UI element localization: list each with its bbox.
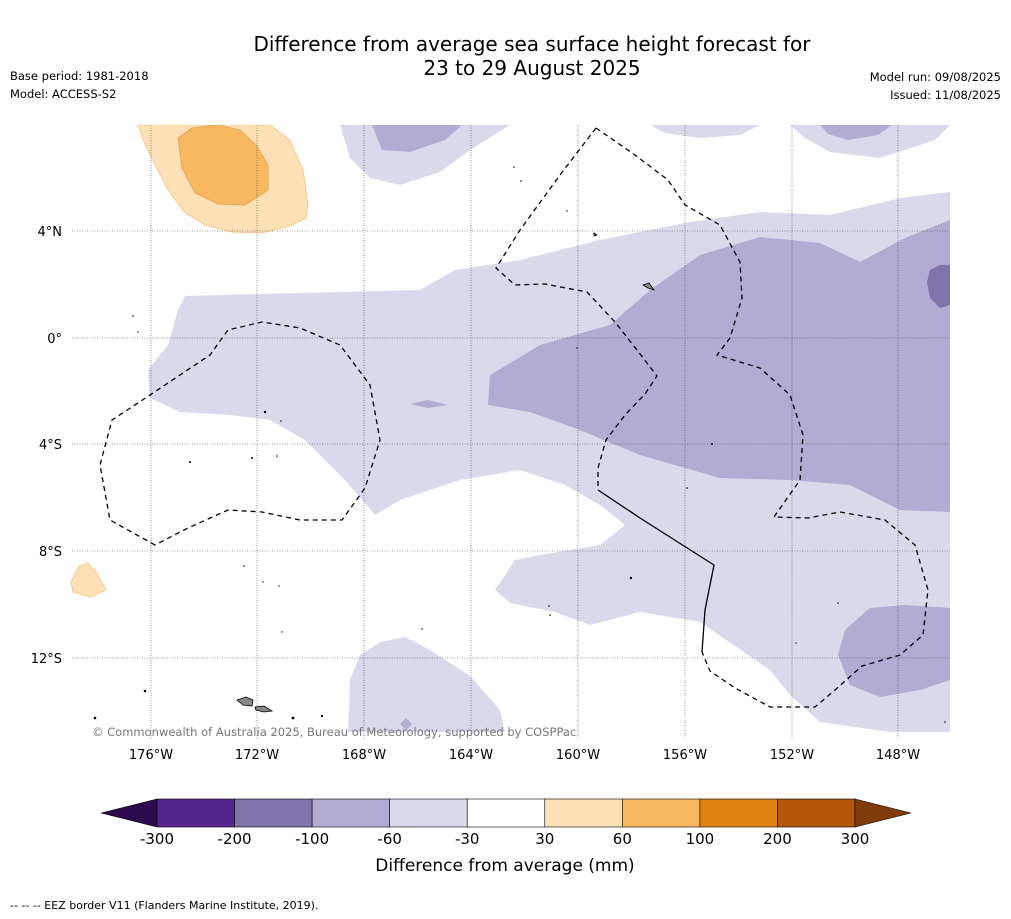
lat-label: 8°S [39, 545, 62, 560]
colorbar-tick-label: -60 [377, 830, 402, 848]
colorbar-tick-label: 60 [613, 830, 632, 848]
contour-band-orange-north [177, 125, 269, 206]
contour-band-light-south [348, 637, 505, 732]
colorbar-title: Difference from average (mm) [375, 856, 634, 876]
eez-border-kiribati-line [595, 127, 929, 708]
contour-band-medium-main [488, 220, 950, 512]
lon-label: 168°W [342, 748, 386, 763]
colorbar-tick-label: -100 [295, 830, 329, 848]
contour-band-medium-ne [820, 125, 892, 140]
lat-label: 0° [47, 332, 62, 347]
contour-band-light-north-b [650, 125, 760, 138]
colorbar-cell [777, 798, 856, 828]
eez-border-central [495, 127, 658, 490]
eez-border-solid-segment [597, 489, 715, 653]
copyright-text: © Commonwealth of Australia 2025, Bureau… [92, 725, 576, 739]
lat-label: 4°N [38, 225, 63, 240]
colorbar-tick-label: -30 [455, 830, 480, 848]
contour-band-dark-east [927, 265, 950, 308]
colorbar-extend-min [100, 798, 158, 828]
lon-label: 172°W [235, 748, 279, 763]
model-label: Model: ACCESS-S2 [10, 87, 117, 101]
graticule [72, 125, 950, 740]
title-line-2: 23 to 29 August 2025 [423, 56, 641, 80]
island-samoa-savaii [236, 696, 254, 707]
island-samoa-upolu [254, 705, 274, 713]
colorbar-tick-label: 300 [841, 830, 870, 848]
lon-label: 156°W [663, 748, 707, 763]
island-tabuaeran [593, 232, 598, 237]
forecast-map: © Commonwealth of Australia 2025, Bureau… [31, 125, 950, 763]
model-run-label: Model run: 09/08/2025 [869, 70, 1001, 84]
islands [236, 232, 656, 713]
colorbar-cell [622, 798, 701, 828]
contour-band-peach-west [70, 562, 107, 598]
map-title: Difference from average sea surface heig… [0, 32, 1011, 80]
colorbar-tick-label: 200 [763, 830, 792, 848]
contour-band-medium-tiny [400, 718, 412, 730]
longitude-labels: 176°W 172°W 168°W 164°W 160°W 156°W 152°… [129, 748, 920, 763]
colorbar-cell [156, 798, 235, 828]
lon-label: 164°W [449, 748, 493, 763]
lon-label: 160°W [556, 748, 600, 763]
colorbar-tick-label: -200 [218, 830, 252, 848]
colorbar-extend-max [854, 798, 912, 828]
colorbar-cell [544, 798, 623, 828]
colorbar-legend: -300 -200 -100 -60 -30 30 60 100 200 300 Differen… [100, 798, 912, 876]
eez-borders [99, 127, 929, 708]
island-kiritimati [642, 282, 656, 291]
title-line-1: Difference from average sea surface heig… [253, 32, 811, 56]
atolls [93, 166, 946, 723]
eez-footnote: -- -- -- EEZ border V11 (Flanders Marine… [10, 899, 319, 912]
base-period-label: Base period: 1981-2018 [10, 69, 149, 83]
contour-band-medium-nw [372, 125, 462, 152]
lat-label: 12°S [31, 652, 62, 667]
colorbar-cells [156, 798, 856, 828]
lon-label: 148°W [876, 748, 920, 763]
model-info: Base period: 1981-2018 Model: ACCESS-S2 [10, 67, 149, 103]
contour-band-medium-se [838, 605, 950, 697]
lon-label: 152°W [770, 748, 814, 763]
colorbar-cell [466, 798, 546, 828]
lat-label: 4°S [39, 438, 62, 453]
colorbar-cell [699, 798, 778, 828]
run-info: Model run: 09/08/2025 Issued: 11/08/2025 [870, 68, 1001, 104]
contour-band-medium-small [410, 400, 448, 408]
colorbar-cell [311, 798, 390, 828]
lon-label: 176°W [129, 748, 173, 763]
colorbar-cell [234, 798, 313, 828]
colorbar-tick-label: 30 [535, 830, 554, 848]
colorbar-tick-labels: -300 -200 -100 -60 -30 30 60 100 200 300 [140, 830, 869, 848]
colorbar-tick-label: -300 [140, 830, 174, 848]
colorbar-tick-label: 100 [686, 830, 715, 848]
colorbar-cell [389, 798, 468, 828]
sea-level-contours [70, 125, 950, 732]
eez-border-kiribati-phoenix [99, 321, 381, 546]
issued-label: Issued: 11/08/2025 [890, 88, 1001, 102]
latitude-labels: 4°N 0° 4°S 8°S 12°S [31, 225, 62, 667]
